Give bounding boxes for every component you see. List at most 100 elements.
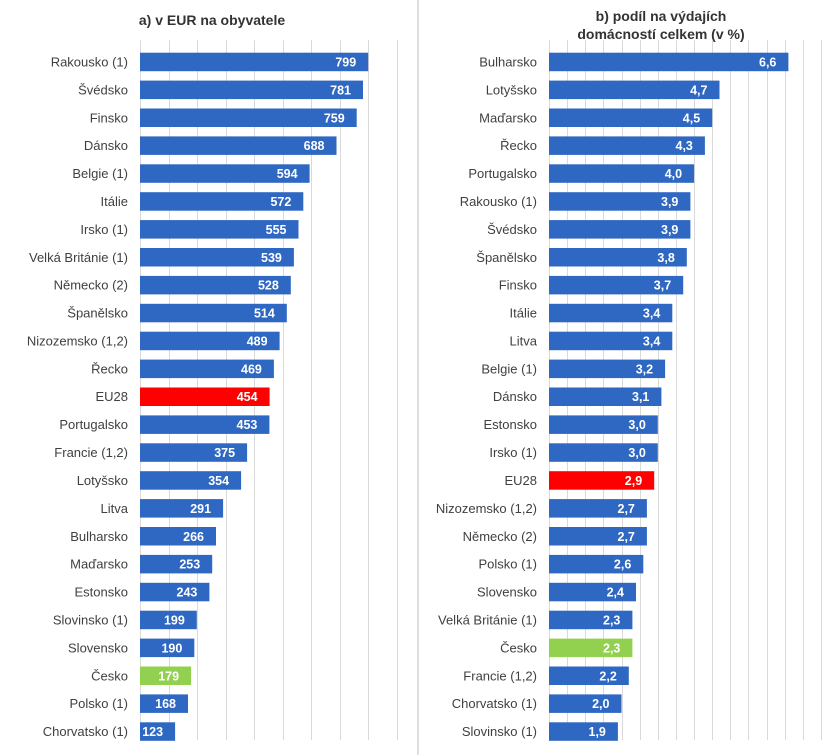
bar <box>549 275 684 295</box>
category-label: Irsko (1) <box>489 445 537 460</box>
bar <box>549 471 655 490</box>
category-label: Slovinsko (1) <box>53 613 128 628</box>
bar <box>140 471 242 490</box>
category-label: Velká Británie (1) <box>438 613 537 628</box>
category-label: Litva <box>101 501 129 516</box>
category-label: Rakousko (1) <box>51 55 128 70</box>
bar <box>140 415 270 434</box>
data-label: 168 <box>155 697 176 711</box>
data-label: 3,8 <box>657 251 674 265</box>
category-label: Řecko <box>91 361 128 376</box>
data-label: 291 <box>190 502 211 516</box>
category-label: Itálie <box>510 306 537 321</box>
category-label: Francie (1,2) <box>54 445 128 460</box>
bar <box>549 499 647 518</box>
bar <box>140 108 357 127</box>
category-label: Slovinsko (1) <box>462 724 537 739</box>
category-label: Slovensko <box>477 585 537 600</box>
bar <box>140 499 224 518</box>
data-label: 799 <box>335 56 356 70</box>
category-label: Estonsko <box>484 417 537 432</box>
category-label: Finsko <box>90 110 128 125</box>
chart-title: a) v EUR na obyvatele <box>139 12 285 28</box>
data-label: 514 <box>254 307 275 321</box>
data-label: 3,4 <box>643 307 660 321</box>
category-label: Litva <box>510 333 538 348</box>
data-label: 253 <box>179 558 200 572</box>
data-label: 179 <box>158 669 179 683</box>
data-label: 2,3 <box>603 614 620 628</box>
bar <box>140 80 363 100</box>
bar <box>140 722 176 741</box>
bar <box>549 220 691 239</box>
bar <box>549 108 713 127</box>
data-label: 3,9 <box>661 223 678 237</box>
bar <box>549 527 647 546</box>
data-label: 2,0 <box>592 697 609 711</box>
chart-title-line-1: b) podíl na výdajích <box>596 8 727 24</box>
bar <box>549 722 618 741</box>
bar <box>140 638 195 658</box>
category-label: Finsko <box>499 278 537 293</box>
data-label: 3,1 <box>632 390 649 404</box>
bar <box>549 248 687 267</box>
category-label: Bulharsko <box>479 55 537 70</box>
category-label: Portugalsko <box>59 417 128 432</box>
category-label: Lotyšsko <box>486 82 537 97</box>
category-label: Polsko (1) <box>69 696 128 711</box>
data-label: 6,6 <box>759 56 776 70</box>
category-label: Švédsko <box>487 222 537 237</box>
data-label: 555 <box>266 223 287 237</box>
data-label: 453 <box>237 418 258 432</box>
category-label: Polsko (1) <box>478 557 537 572</box>
chart-panel-eur-per-capita: a) v EUR na obyvatele Rakousko (1) Švédsk… <box>27 12 398 741</box>
chart-title-line-2: domácností celkem (v %) <box>577 26 744 42</box>
data-label: 375 <box>214 446 235 460</box>
bar <box>549 303 673 323</box>
category-label: Řecko <box>500 138 537 153</box>
bar <box>140 359 274 379</box>
category-label: Maďarsko <box>70 557 128 572</box>
bar <box>549 415 658 434</box>
data-label: 2,4 <box>607 586 624 600</box>
bars <box>140 52 369 741</box>
category-label: Francie (1,2) <box>463 668 537 683</box>
bar <box>140 387 270 406</box>
data-label: 190 <box>161 641 182 655</box>
data-label: 3,0 <box>628 418 645 432</box>
category-label: Maďarsko <box>479 110 537 125</box>
category-label: Belgie (1) <box>72 166 128 181</box>
bar <box>549 638 633 658</box>
bar <box>140 52 369 72</box>
data-label: 2,7 <box>618 530 635 544</box>
category-label: Slovensko <box>68 640 128 655</box>
category-label: Česko <box>91 668 128 683</box>
data-label: 2,3 <box>603 641 620 655</box>
data-label: 454 <box>237 390 258 404</box>
data-label: 781 <box>330 83 351 97</box>
category-label: Švédsko <box>78 82 128 97</box>
bar <box>140 136 337 155</box>
bar <box>549 694 622 713</box>
bar <box>549 359 666 379</box>
category-label: Chorvatsko (1) <box>452 696 537 711</box>
category-label: Německo (2) <box>54 278 128 293</box>
data-label: 539 <box>261 251 282 265</box>
bar <box>549 331 673 351</box>
category-label: EU28 <box>95 389 128 404</box>
category-labels: Rakousko (1) Švédsko Finsko Dánsko Belgie (1… <box>27 55 129 740</box>
data-label: 2,9 <box>625 474 642 488</box>
bar <box>140 164 310 183</box>
bar <box>549 582 636 602</box>
category-labels: Bulharsko Lotyšsko Maďarsko Řecko Portugalsk… <box>436 55 538 740</box>
data-label: 489 <box>247 334 268 348</box>
category-label: Rakousko (1) <box>460 194 537 209</box>
data-label: 688 <box>304 139 325 153</box>
category-label: Španělsko <box>67 306 128 321</box>
category-label: Velká Británie (1) <box>29 250 128 265</box>
data-label: 3,9 <box>661 195 678 209</box>
category-label: Lotyšsko <box>77 473 128 488</box>
category-label: Dánsko <box>84 138 128 153</box>
data-label: 469 <box>241 362 262 376</box>
bar <box>549 666 629 685</box>
